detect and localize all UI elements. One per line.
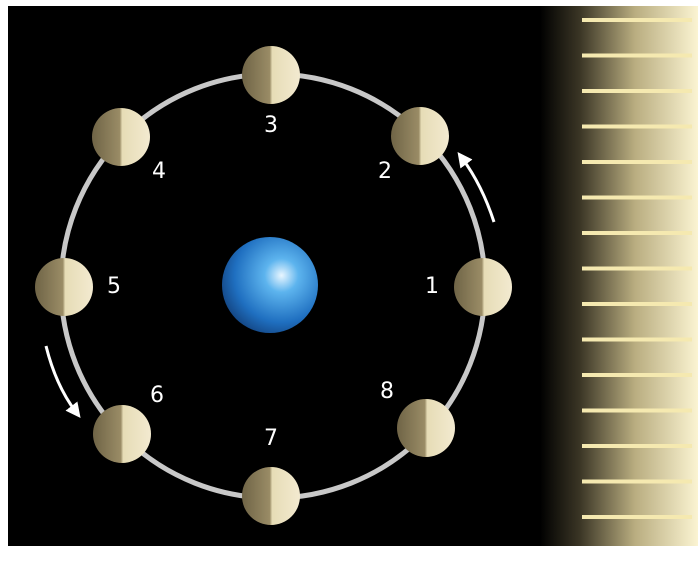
moon-position-4 — [92, 108, 150, 166]
moon-label-2: 2 — [378, 159, 392, 184]
sunlight-rays — [582, 18, 692, 519]
moon-label-6: 6 — [150, 383, 164, 408]
moon-label-7: 7 — [264, 426, 278, 451]
sunlight-ray — [582, 124, 692, 129]
moon-label-8: 8 — [380, 379, 394, 404]
sunlight-ray — [582, 195, 692, 200]
moon-position-3 — [242, 46, 300, 104]
sunlight-ray — [582, 479, 692, 484]
sunlight-ray — [582, 160, 692, 164]
moon-position-7 — [242, 467, 300, 525]
sunlight-ray — [582, 373, 692, 377]
sunlight-ray — [582, 337, 692, 342]
orbit-direction-arrow-left — [44, 345, 81, 418]
moon-label-5: 5 — [107, 274, 121, 299]
orbit-direction-arrow-right — [457, 151, 496, 223]
moon-label-3: 3 — [264, 113, 278, 138]
sunlight-ray — [582, 266, 692, 271]
moon-position-5 — [35, 258, 93, 316]
moon-position-6 — [93, 405, 151, 463]
sunlight-ray — [582, 18, 692, 22]
sunlight-ray — [582, 53, 692, 58]
moon-label-1: 1 — [425, 274, 439, 299]
sunlight-band — [540, 6, 698, 546]
sunlight-ray — [582, 515, 692, 519]
sunlight-ray — [582, 444, 692, 448]
moon-position-2 — [391, 107, 449, 165]
moon-position-1 — [454, 258, 512, 316]
sunlight-ray — [582, 408, 692, 413]
moon-label-4: 4 — [152, 159, 166, 184]
sunlight-ray — [582, 89, 692, 93]
earth-sphere — [222, 237, 318, 333]
moon-position-8 — [397, 399, 455, 457]
sunlight-ray — [582, 302, 692, 306]
sunlight-ray — [582, 231, 692, 235]
